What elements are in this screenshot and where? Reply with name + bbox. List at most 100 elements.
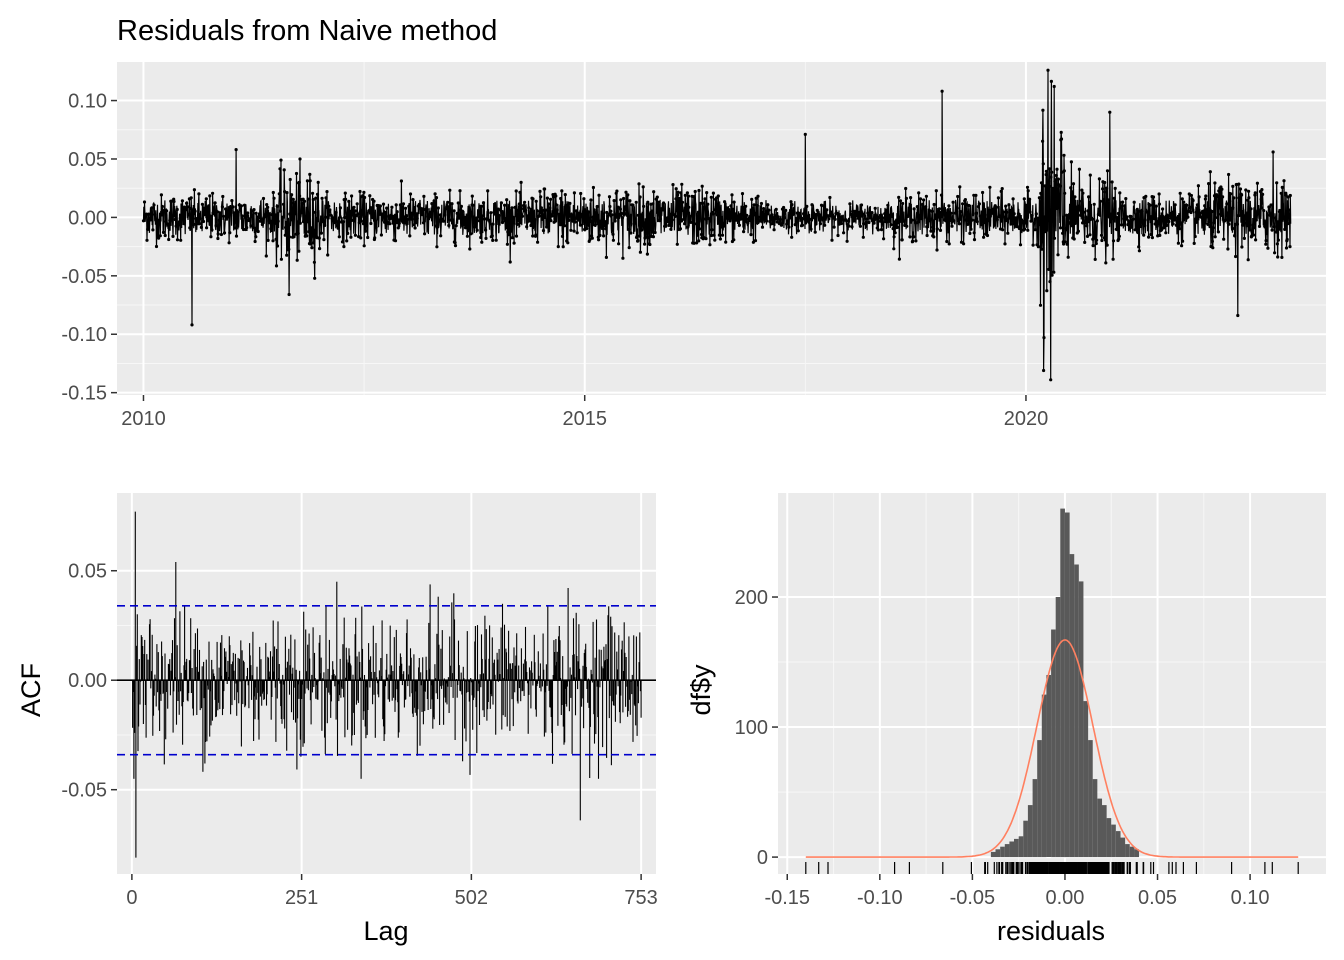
- residual-point: [545, 196, 550, 200]
- residual-point: [1126, 223, 1130, 227]
- residual-point: [439, 234, 443, 238]
- residual-point: [340, 240, 345, 244]
- residual-point: [1123, 204, 1127, 208]
- residual-point: [1275, 181, 1279, 185]
- residual-point: [179, 213, 183, 217]
- residual-point: [936, 211, 941, 215]
- histogram-bar: [990, 851, 996, 858]
- residual-point: [509, 209, 513, 213]
- residual-point: [303, 199, 307, 203]
- residual-point: [1136, 209, 1140, 213]
- y-tick-label: 0: [757, 847, 768, 869]
- residual-point: [489, 211, 493, 215]
- residual-point: [277, 192, 281, 196]
- residual-point: [355, 202, 359, 206]
- residual-point: [956, 219, 961, 223]
- residual-point: [771, 222, 775, 226]
- residual-point: [313, 210, 317, 214]
- residual-point: [1238, 187, 1243, 191]
- residual-point: [1081, 221, 1085, 225]
- residual-point: [1233, 234, 1237, 238]
- residual-point: [587, 210, 591, 214]
- residual-point: [458, 189, 462, 193]
- residual-point: [1088, 173, 1092, 177]
- residual-point: [992, 207, 996, 211]
- residual-point: [491, 238, 495, 242]
- residual-point: [573, 220, 577, 224]
- residual-point: [1248, 228, 1252, 232]
- residual-point: [753, 213, 757, 217]
- histogram-bar: [1074, 564, 1079, 858]
- residual-point: [575, 231, 579, 235]
- residual-point: [514, 189, 518, 193]
- residual-point: [1227, 172, 1231, 177]
- residual-point: [415, 216, 419, 220]
- y-tick-label: 200: [735, 587, 768, 609]
- residual-point: [315, 192, 320, 196]
- residual-point: [1264, 239, 1268, 243]
- residual-point: [539, 206, 544, 210]
- residual-point: [827, 217, 831, 221]
- residual-point: [387, 214, 391, 218]
- residual-point: [1281, 205, 1285, 209]
- x-tick-label: -0.10: [857, 887, 903, 909]
- residual-point: [670, 218, 674, 222]
- residual-point: [1197, 195, 1201, 199]
- residual-point: [378, 204, 382, 208]
- residual-point: [400, 205, 405, 209]
- residual-point: [200, 202, 204, 206]
- residual-point: [1188, 205, 1192, 209]
- residual-point: [1066, 255, 1070, 259]
- residual-point: [832, 225, 836, 229]
- residual-point: [448, 188, 452, 192]
- residual-point: [228, 231, 232, 235]
- residual-point: [1288, 245, 1292, 249]
- residual-point: [167, 237, 171, 242]
- residual-point: [190, 323, 194, 327]
- residual-point: [705, 191, 709, 195]
- residual-point: [939, 193, 944, 197]
- residual-point: [465, 234, 469, 238]
- residual-point: [1103, 180, 1107, 185]
- residual-point: [608, 204, 612, 209]
- residual-point: [938, 228, 943, 232]
- residual-point: [199, 225, 203, 229]
- residual-point: [918, 197, 923, 201]
- residual-point: [792, 210, 796, 214]
- residual-point: [280, 215, 284, 219]
- residual-point: [1266, 246, 1270, 250]
- residual-point: [313, 276, 317, 280]
- residual-point: [527, 206, 531, 210]
- residual-point: [963, 198, 968, 202]
- residual-point: [758, 219, 763, 223]
- residual-point: [876, 228, 880, 232]
- residual-point: [948, 214, 952, 218]
- residual-point: [677, 221, 682, 225]
- residual-point: [979, 223, 984, 227]
- residual-point: [233, 226, 237, 230]
- residual-point: [1071, 182, 1076, 186]
- residual-point: [585, 226, 589, 231]
- residual-point: [995, 218, 999, 222]
- residual-point: [534, 233, 538, 237]
- residual-point: [374, 225, 378, 229]
- residual-point: [896, 220, 900, 225]
- residual-point: [459, 204, 463, 208]
- residual-point: [422, 194, 426, 198]
- residual-point: [395, 210, 399, 214]
- histogram-bar: [995, 849, 1001, 858]
- residual-point: [350, 218, 354, 222]
- residual-point: [497, 214, 501, 218]
- residual-point: [504, 217, 508, 221]
- residual-point: [1273, 216, 1277, 220]
- residual-point: [1119, 223, 1124, 227]
- residual-point: [942, 209, 946, 213]
- residual-point: [723, 200, 727, 204]
- residual-point: [204, 197, 208, 201]
- residual-point: [716, 194, 720, 198]
- residual-point: [484, 228, 488, 232]
- residual-point: [370, 208, 374, 212]
- residual-point: [408, 192, 413, 196]
- residual-point: [539, 195, 543, 199]
- residual-point: [285, 191, 289, 195]
